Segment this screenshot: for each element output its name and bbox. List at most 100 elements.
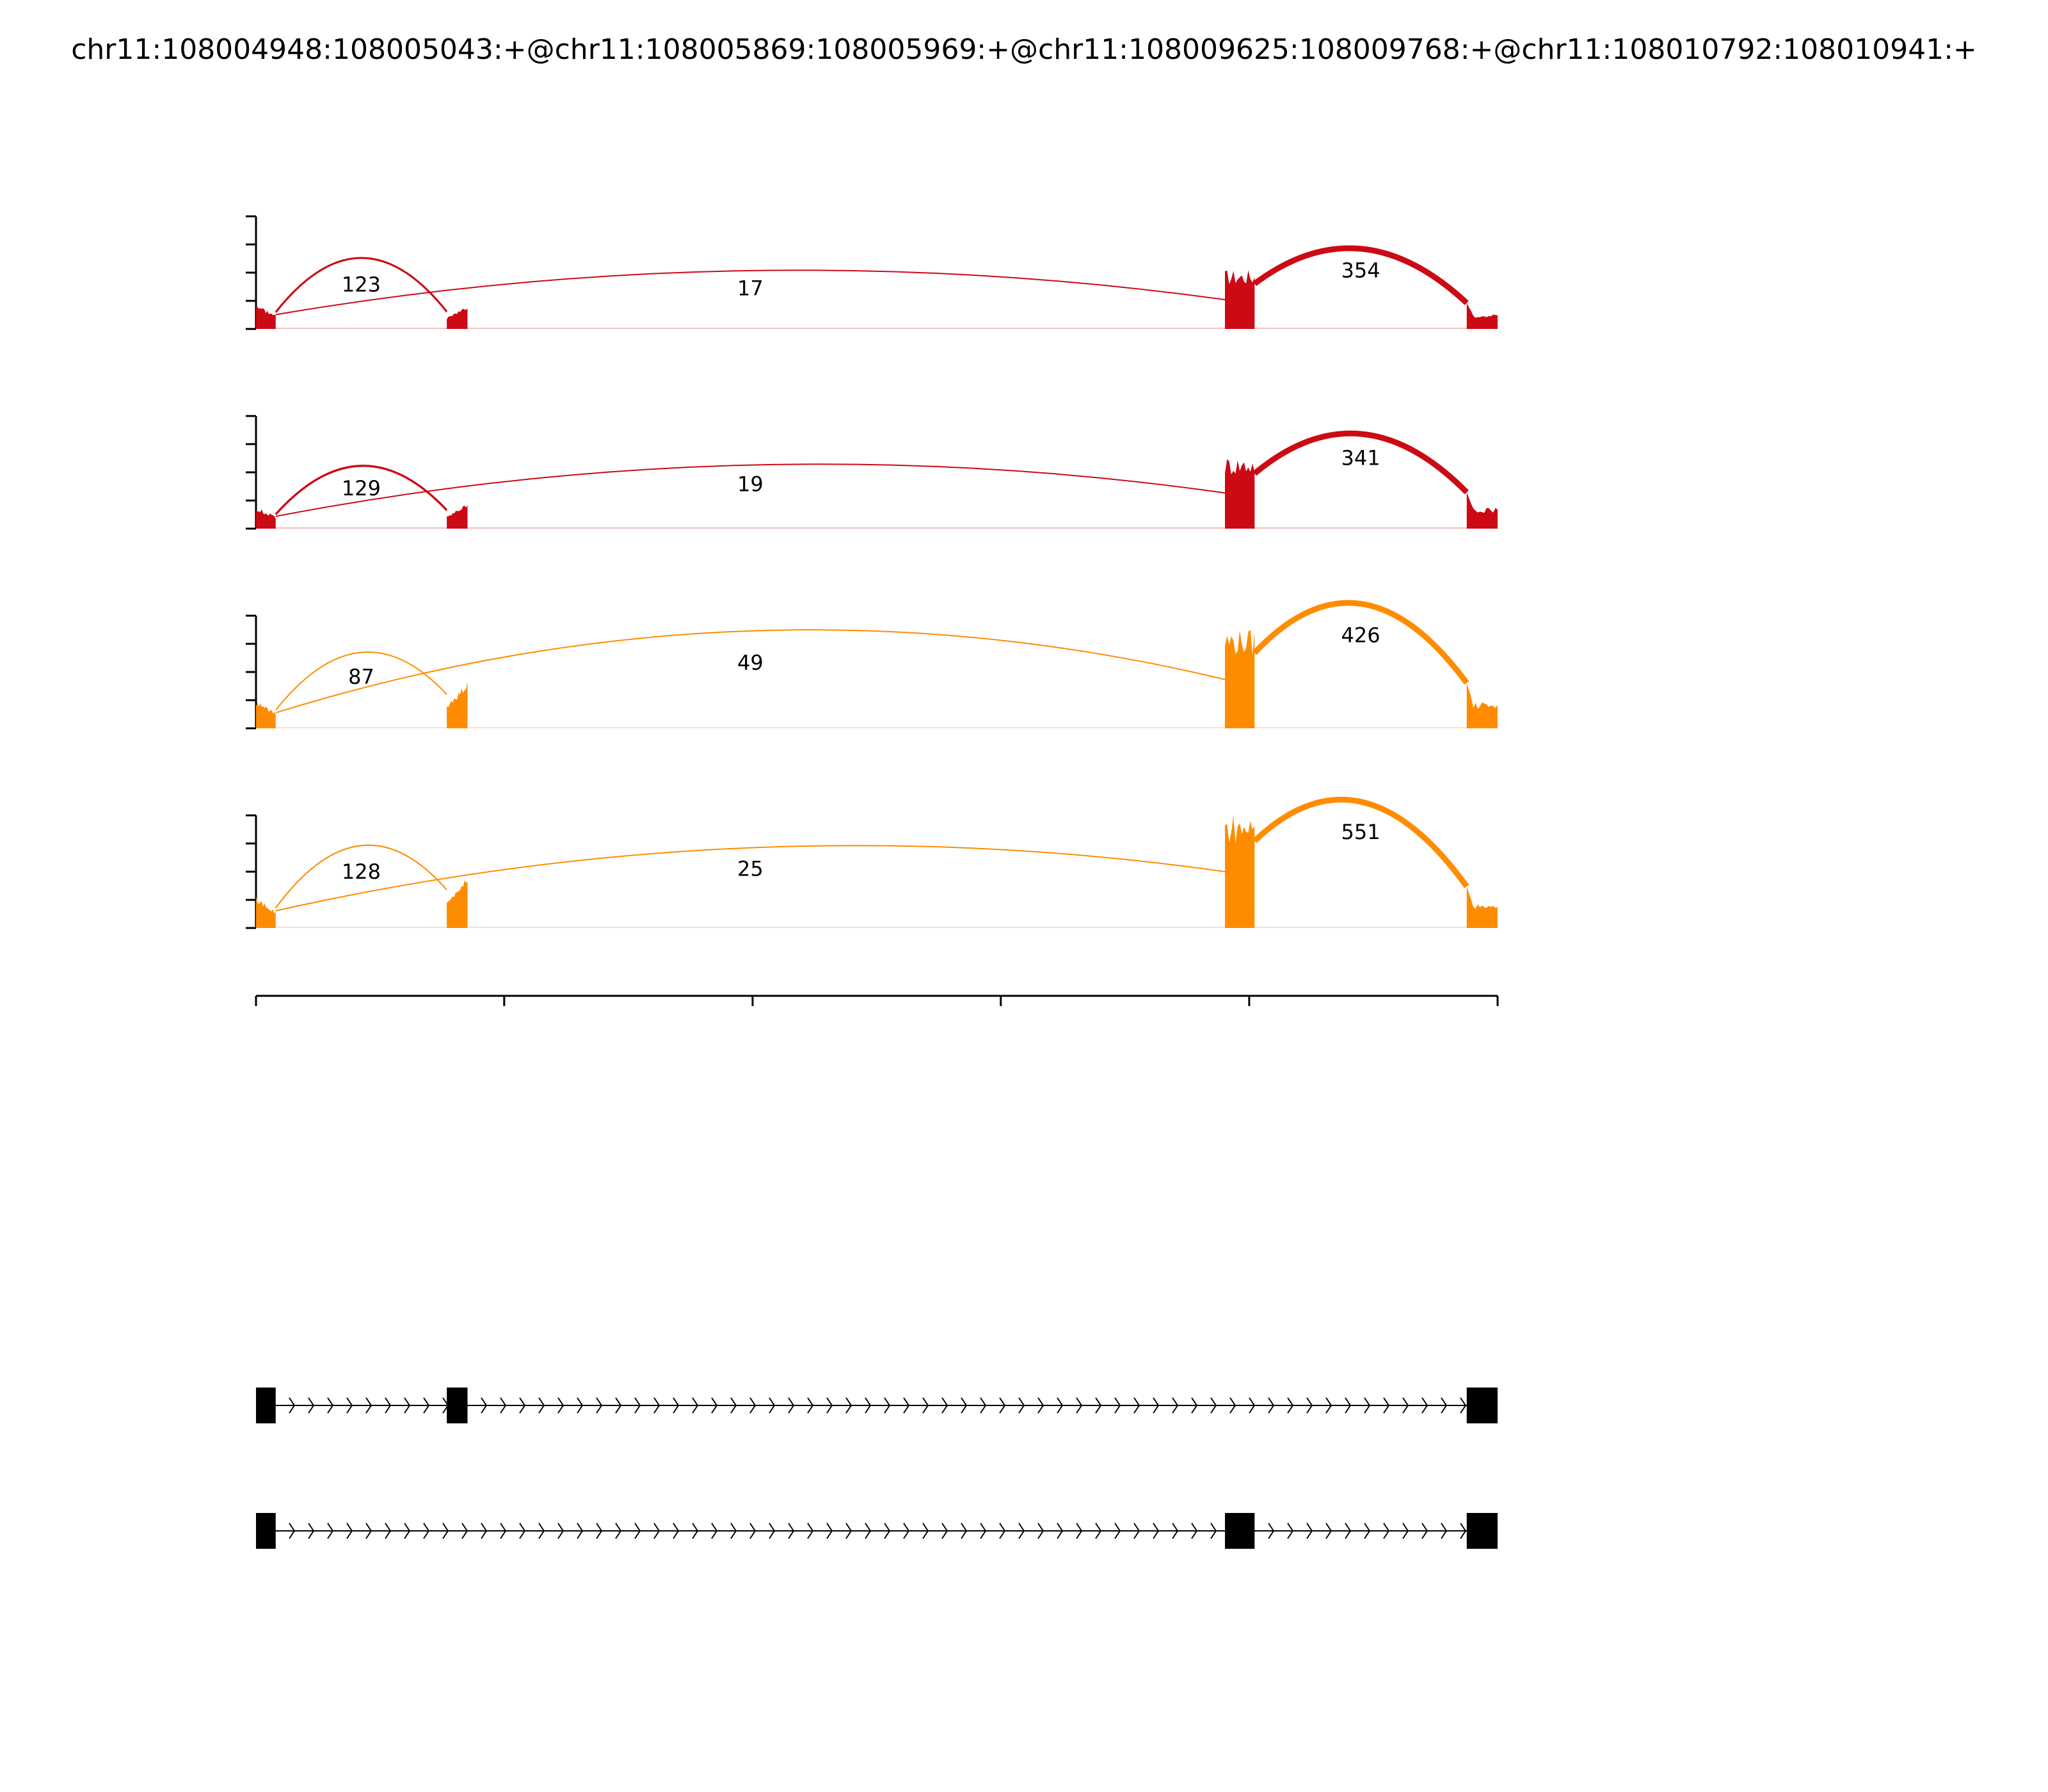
strand-arrow xyxy=(769,1397,776,1414)
strand-arrow xyxy=(1191,1523,1198,1539)
strand-arrow xyxy=(922,1397,929,1414)
strand-arrow xyxy=(711,1397,718,1414)
strand-arrow xyxy=(1057,1397,1064,1414)
strand-arrow xyxy=(1210,1397,1217,1414)
strand-arrow xyxy=(1364,1523,1371,1539)
strand-arrow xyxy=(845,1523,852,1539)
strand-arrow xyxy=(1325,1523,1332,1539)
strand-arrow xyxy=(1172,1397,1179,1414)
junction-arc-2 xyxy=(275,845,1226,912)
junction-count-label: 49 xyxy=(737,651,764,675)
strand-arrow xyxy=(845,1397,852,1414)
strand-arrow xyxy=(577,1523,584,1539)
junction-count-label: 17 xyxy=(737,276,764,300)
strand-arrow xyxy=(1364,1397,1371,1414)
strand-arrow xyxy=(327,1397,334,1414)
junction-arc-1 xyxy=(275,257,448,313)
strand-arrow xyxy=(1268,1397,1275,1414)
strand-arrow xyxy=(289,1523,296,1539)
junction-arc-3 xyxy=(1252,796,1469,888)
strand-arrow xyxy=(423,1523,430,1539)
exon-coverage-4 xyxy=(1466,886,1498,928)
exon-block-3 xyxy=(1224,1513,1255,1549)
exon-block-4 xyxy=(1466,1513,1498,1549)
strand-arrow xyxy=(346,1523,353,1539)
strand-arrow xyxy=(1095,1523,1102,1539)
exon-coverage-1 xyxy=(256,702,276,728)
strand-arrow xyxy=(461,1523,468,1539)
junction-arc-2 xyxy=(275,463,1226,517)
strand-arrow xyxy=(538,1523,545,1539)
strand-arrow xyxy=(519,1523,526,1539)
strand-arrow xyxy=(1460,1523,1467,1539)
strand-arrow xyxy=(1153,1523,1160,1539)
strand-arrow xyxy=(596,1523,603,1539)
strand-arrow xyxy=(903,1523,910,1539)
junction-label-bg xyxy=(726,470,775,497)
junction-label-bg xyxy=(726,855,775,881)
junction-label-bg xyxy=(726,649,775,675)
strand-arrow xyxy=(557,1523,564,1539)
strand-arrow xyxy=(692,1397,699,1414)
junction-count-label: 19 xyxy=(737,472,764,497)
strand-arrow xyxy=(1018,1523,1025,1539)
isoform-1 xyxy=(256,1388,1498,1423)
strand-arrow xyxy=(289,1397,296,1414)
strand-arrow xyxy=(596,1397,603,1414)
exon-coverage-1 xyxy=(256,509,276,529)
strand-arrow xyxy=(1421,1523,1428,1539)
exon-coverage-3 xyxy=(1224,270,1255,329)
strand-arrow xyxy=(1018,1397,1025,1414)
strand-arrow xyxy=(365,1523,372,1539)
junction-label-bg xyxy=(1336,819,1386,845)
strand-arrow xyxy=(1345,1523,1352,1539)
strand-arrow xyxy=(346,1397,353,1414)
exon-coverage-4 xyxy=(1466,303,1498,329)
junction-label-bg xyxy=(1336,621,1386,648)
strand-arrow xyxy=(308,1397,315,1414)
strand-arrow xyxy=(865,1397,872,1414)
figure-title: chr11:108004948:108005043:+@chr11:108005… xyxy=(71,33,1977,66)
junction-arc-3 xyxy=(1252,430,1469,495)
strand-arrow xyxy=(807,1397,814,1414)
strand-arrow xyxy=(1037,1523,1044,1539)
exon-block-2 xyxy=(447,1388,468,1423)
strand-arrow xyxy=(1402,1523,1409,1539)
strand-arrow xyxy=(1383,1523,1390,1539)
exon-coverage-2 xyxy=(447,682,468,728)
strand-arrow xyxy=(941,1397,948,1414)
junction-label-bg xyxy=(1336,444,1386,470)
strand-arrow xyxy=(327,1523,334,1539)
strand-arrow xyxy=(615,1397,622,1414)
strand-arrow xyxy=(807,1523,814,1539)
strand-arrow xyxy=(1383,1397,1390,1414)
strand-arrow xyxy=(788,1397,795,1414)
strand-arrow xyxy=(961,1397,968,1414)
exon-coverage-2 xyxy=(447,308,468,329)
gene-model xyxy=(256,1388,1498,1549)
junction-arc-2 xyxy=(275,269,1226,316)
strand-arrow xyxy=(673,1397,680,1414)
strand-arrow xyxy=(1133,1397,1140,1414)
junction-count-label: 341 xyxy=(1341,445,1380,470)
strand-arrow xyxy=(1306,1397,1313,1414)
strand-arrow xyxy=(1345,1397,1352,1414)
strand-arrow xyxy=(1249,1397,1256,1414)
strand-arrow xyxy=(615,1523,622,1539)
strand-arrow xyxy=(500,1397,507,1414)
coverage-panel-4: 128 25 551 xyxy=(246,796,1498,929)
strand-arrow xyxy=(692,1523,699,1539)
strand-arrow xyxy=(980,1397,987,1414)
strand-arrow xyxy=(673,1523,680,1539)
junction-count-label: 25 xyxy=(737,857,764,881)
junction-arc-1 xyxy=(275,465,448,515)
strand-arrow xyxy=(980,1523,987,1539)
strand-arrow xyxy=(711,1523,718,1539)
strand-arrow xyxy=(385,1397,392,1414)
junction-count-label: 551 xyxy=(1341,820,1380,844)
strand-arrow xyxy=(788,1523,795,1539)
exon-coverage-1 xyxy=(256,307,276,329)
exon-coverage-4 xyxy=(1466,683,1498,728)
strand-arrow xyxy=(1229,1397,1236,1414)
junction-arc-3 xyxy=(1252,600,1469,685)
